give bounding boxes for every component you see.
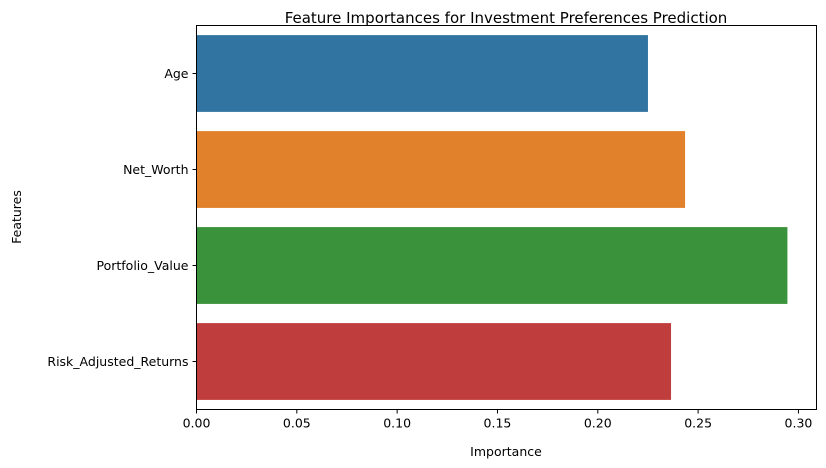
x-ticks-group: 0.00 0.05 0.10 0.15 0.20 0.25 0.30: [183, 409, 813, 431]
bars-group: [196, 35, 788, 400]
plot-frame: [196, 25, 817, 410]
x-tick-label: 0.05: [283, 416, 311, 431]
x-tick-label: 0.10: [383, 416, 411, 431]
chart-title: Feature Importances for Investment Prefe…: [285, 9, 728, 27]
x-tick-label: 0.30: [785, 416, 813, 431]
y-axis-label: Features: [9, 190, 24, 244]
y-tick-label: Portfolio_Value: [97, 258, 189, 273]
x-tick-label: 0.25: [684, 416, 712, 431]
y-tick-label: Age: [164, 66, 188, 81]
x-tick-label: 0.00: [183, 416, 211, 431]
bar-age: [196, 35, 648, 112]
y-tick-label: Net_Worth: [123, 162, 188, 177]
bar-risk-adjusted-returns: [196, 323, 672, 400]
y-tick-label: Risk_Adjusted_Returns: [47, 354, 188, 369]
y-ticks-group: Age Net_Worth Portfolio_Value Risk_Adjusted…: [47, 66, 197, 369]
x-tick-label: 0.20: [584, 416, 612, 431]
bar-portfolio-value: [196, 227, 788, 304]
bar-net-worth: [196, 131, 686, 208]
x-tick-label: 0.15: [484, 416, 512, 431]
x-axis-label: Importance: [470, 444, 542, 459]
